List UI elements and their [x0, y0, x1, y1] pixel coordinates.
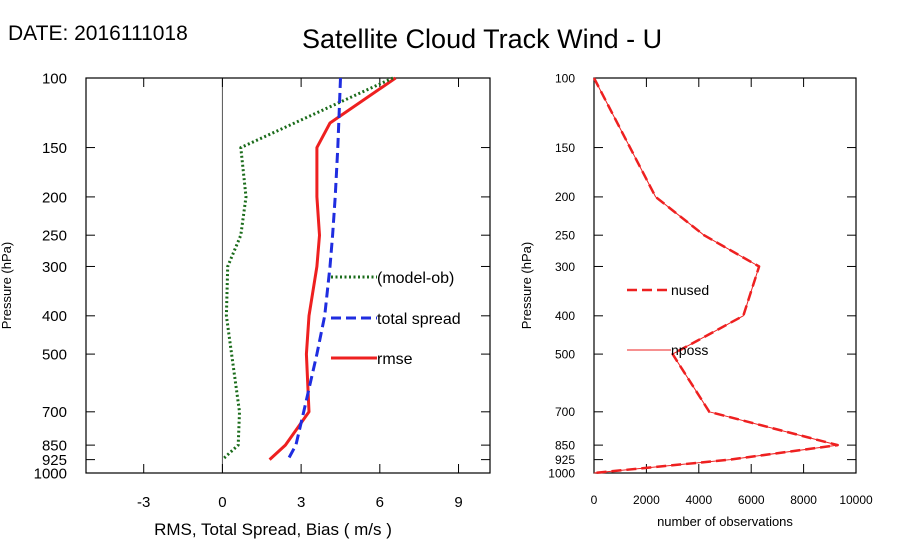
obs-y-tick-label: 925	[555, 453, 575, 467]
stats-y-axis-label: Pressure (hPa)	[0, 242, 14, 329]
obs-y-tick-label: 700	[555, 405, 575, 419]
stats-plot-frame	[85, 77, 491, 474]
obs-x-axis-label: number of observations	[657, 514, 793, 529]
stats-x-tick-label: 3	[297, 494, 305, 511]
obs-x-tick-label: 6000	[738, 493, 765, 507]
stats-y-tick-label: 150	[42, 140, 67, 157]
stats-y-tick-label: 400	[42, 308, 67, 325]
obs-y-tick-label: 250	[555, 229, 575, 243]
stats-x-tick-label: 6	[376, 494, 384, 511]
stats-y-tick-label: 200	[42, 189, 67, 206]
obs-x-tick-label: 2000	[633, 493, 660, 507]
obs-y-tick-label: 100	[555, 71, 575, 85]
obs-x-tick-label: 8000	[790, 493, 817, 507]
stats-series-totalspread-line	[286, 77, 342, 461]
obs-y-axis-label: Pressure (hPa)	[519, 242, 534, 329]
legend-label-totalspread: total spread	[377, 311, 461, 328]
obs-y-tick-label: 500	[555, 347, 575, 361]
obs-x-tick-label: 4000	[685, 493, 712, 507]
legend-label-nposs: nposs	[671, 342, 708, 358]
obs-y-tick-label: 400	[555, 309, 575, 323]
stats-y-tick-label: 100	[42, 70, 67, 87]
obs-y-tick-label: 1000	[548, 466, 575, 480]
stats-series-rmse-line	[268, 76, 397, 461]
chart-title: Satellite Cloud Track Wind - U	[302, 24, 663, 54]
stats-y-tick-label: 850	[42, 438, 67, 455]
obs-x-tick-label: 10000	[839, 493, 873, 507]
obs-plot-frame	[593, 77, 857, 474]
obs-y-tick-label: 300	[555, 260, 575, 274]
obs-y-tick-label: 200	[555, 190, 575, 204]
stats-y-tick-label: 925	[42, 452, 67, 469]
stats-y-tick-label: 500	[42, 346, 67, 363]
legend-label-rmse: rmse	[377, 351, 413, 368]
legend-label-nused: nused	[671, 282, 709, 298]
obs-y-tick-label: 850	[555, 438, 575, 452]
obs-y-tick-label: 150	[555, 141, 575, 155]
stats-x-tick-label: 0	[218, 494, 226, 511]
stats-y-tick-label: 1000	[34, 465, 67, 482]
date-label: DATE: 2016111018	[8, 22, 188, 45]
legend-label-modelob: (model-ob)	[377, 270, 454, 287]
obs-series-nused-line	[592, 77, 839, 475]
stats-y-tick-label: 700	[42, 404, 67, 421]
stats-x-axis-label: RMS, Total Spread, Bias ( m/s )	[154, 520, 392, 539]
stats-x-tick-label: -3	[137, 494, 150, 511]
stats-y-tick-label: 300	[42, 259, 67, 276]
stats-x-tick-label: 9	[454, 494, 462, 511]
obs-x-tick-label: 0	[591, 493, 598, 507]
stats-y-tick-label: 250	[42, 228, 67, 245]
